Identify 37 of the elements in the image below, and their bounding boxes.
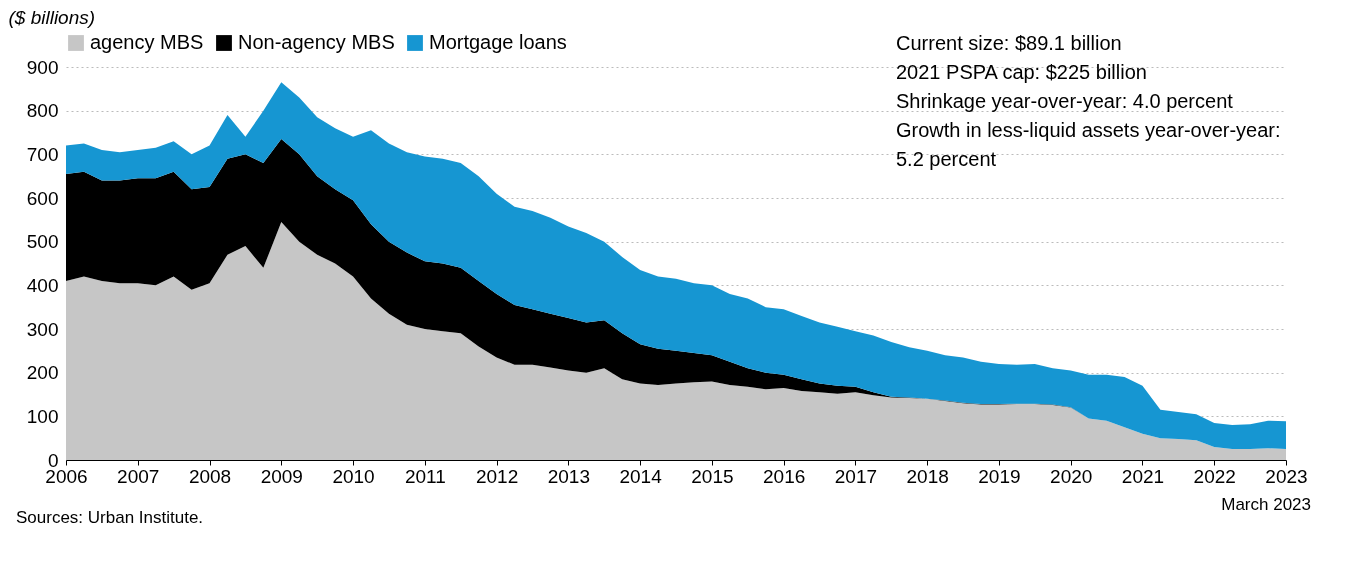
x-tick-label: 2023: [1265, 465, 1308, 487]
text: March 2023: [1221, 495, 1311, 514]
x-tick-label: 2019: [978, 465, 1021, 487]
x-tick-label: 2009: [260, 465, 303, 487]
source-note: Sources: Urban Institute.: [16, 508, 204, 527]
x-tick-label: 2008: [188, 465, 232, 487]
x-tick-label: 2022: [1193, 465, 1236, 487]
x-tick-label: 2015: [691, 465, 734, 487]
y-tick-label: 300: [26, 318, 59, 340]
x-tick-label: 2007: [117, 465, 160, 487]
y-tick-label: 100: [26, 405, 59, 427]
y-tick-label: 200: [26, 362, 59, 384]
x-tick-label: 2018: [906, 465, 949, 487]
x-tick-label: 2020: [1050, 465, 1093, 487]
x-tick-label: 2010: [332, 465, 375, 487]
x-tick-label: 2014: [619, 465, 663, 487]
y-tick-label: 600: [26, 187, 59, 209]
x-tick-label: 2021: [1121, 465, 1165, 487]
annotation: Shrinkage year-over-year: 4.0 percent: [896, 90, 1234, 112]
y-tick-label: 700: [26, 143, 59, 165]
annotation: Growth in less-liquid assets year-over-year: 5.2 percent: [896, 119, 1281, 170]
y-axis-title: ($ billions): [8, 6, 96, 28]
legend-label: agency MBS: [90, 31, 204, 53]
x-tick-label: 2013: [547, 465, 590, 487]
y-tick-label: 900: [26, 56, 59, 78]
x-tick-label: 2012: [475, 465, 519, 487]
text: Current size: $89.1 billion: [896, 32, 1122, 54]
legend-label: Non-agency MBS: [238, 31, 395, 53]
x-tick-label: 2016: [763, 465, 806, 487]
y-tick-label: 500: [26, 231, 59, 253]
legend-label: Mortgage loans: [429, 31, 567, 53]
y-tick-label: 400: [26, 274, 59, 296]
x-tick-label: 2011: [404, 465, 446, 487]
y-tick-label: 800: [26, 100, 59, 122]
annotation: 2021 PSPA cap: $225 billion: [896, 61, 1147, 83]
y-tick-label: 0: [47, 449, 59, 471]
x-tick-label: 2017: [834, 465, 878, 487]
